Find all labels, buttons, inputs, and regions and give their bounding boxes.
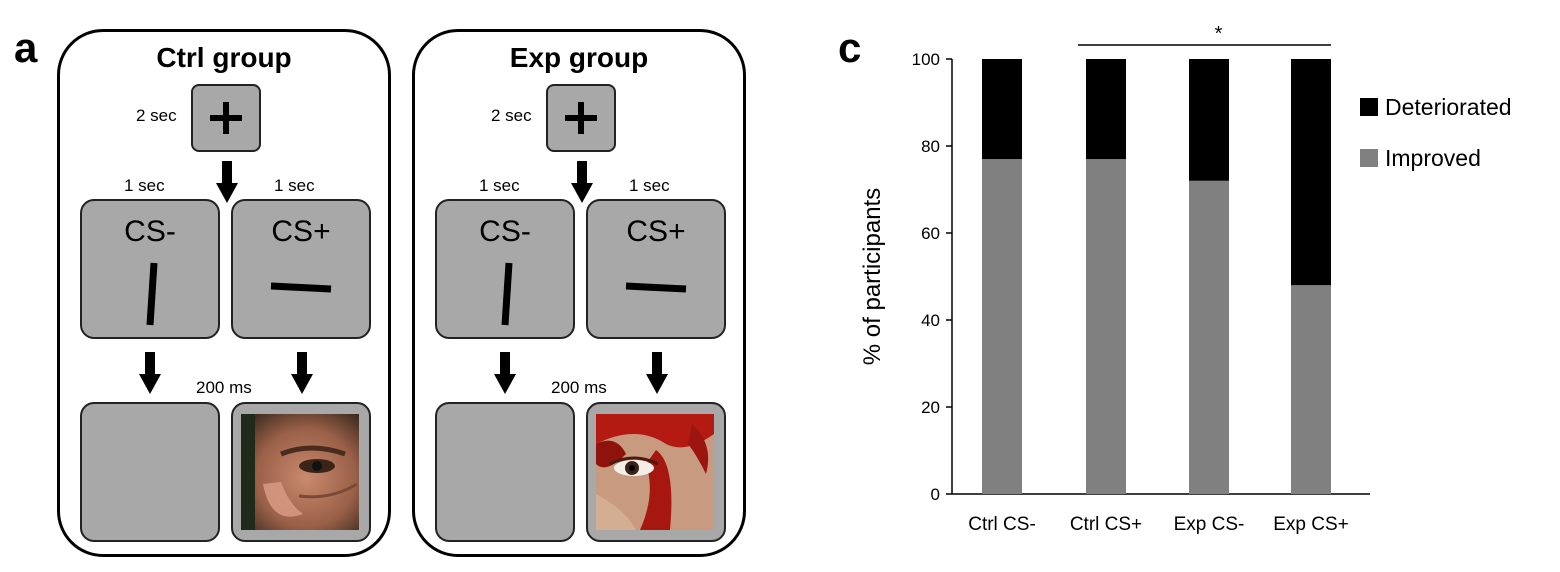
exp-group-panel: Exp group 2 sec 1 sec 1 sec CS- CS+ 200 … (412, 29, 746, 557)
ctrl-cs-minus-outcome-box (80, 402, 220, 542)
exp-cs-minus-box: CS- (435, 199, 575, 339)
ctrl-cs-plus-duration: 1 sec (274, 176, 315, 195)
ctrl-cs-minus-label: CS- (124, 215, 176, 248)
down-arrow-icon (571, 161, 593, 203)
horizontal-bar-icon (270, 282, 332, 293)
ctrl-cs-plus-outcome-box (231, 402, 371, 542)
panel-a-letter: a (14, 24, 38, 71)
bar-improved-ctrl-cs- (1086, 159, 1126, 495)
exp-cs-plus-outcome-box (586, 402, 726, 542)
x-tick-label: Exp CS- (1174, 514, 1245, 535)
bar-deteriorated-exp-cs- (1189, 59, 1229, 181)
horizontal-bar-icon (625, 282, 687, 293)
down-arrow-icon (291, 352, 313, 394)
vertical-bar-icon (501, 262, 513, 326)
legend-label-deteriorated: Deteriorated (1385, 94, 1512, 120)
down-arrow-icon (216, 161, 238, 203)
ctrl-cs-plus-label: CS+ (271, 215, 331, 248)
ctrl-cs-minus-box: CS- (80, 199, 220, 339)
fixation-cross-icon (565, 102, 597, 134)
y-tick-label: 20 (921, 398, 940, 417)
bar-improved-ctrl-cs- (982, 159, 1022, 495)
ctrl-fixation-box (191, 84, 261, 152)
ctrl-fixation-duration: 2 sec (136, 106, 177, 125)
y-tick-label: 80 (921, 137, 940, 156)
exp-cs-minus-label: CS- (479, 215, 531, 248)
exp-cs-minus-duration: 1 sec (479, 176, 520, 195)
down-arrow-icon (494, 352, 516, 394)
legend-swatch-deteriorated (1360, 98, 1378, 116)
ctrl-group-panel: Ctrl group 2 sec 1 sec 1 sec CS- CS+ 200… (57, 29, 391, 557)
exp-fixation-duration: 2 sec (491, 106, 532, 125)
y-tick-label: 60 (921, 224, 940, 243)
down-arrow-icon (139, 352, 161, 394)
bar-deteriorated-ctrl-cs- (982, 59, 1022, 160)
y-tick-label: 40 (921, 311, 940, 330)
stacked-bar-chart: 0 20 40 60 80 100 % of participants Ctrl CS- Ctr… (859, 23, 1512, 535)
y-axis-label: % of participants (859, 188, 886, 365)
exp-fixation-box (546, 84, 616, 152)
bar-improved-exp-cs- (1291, 285, 1331, 494)
bloody-face-image (596, 414, 714, 530)
exp-cs-plus-box: CS+ (586, 199, 726, 339)
fixation-cross-icon (210, 102, 242, 134)
ctrl-outcome-duration: 200 ms (196, 378, 252, 397)
down-arrow-icon (646, 352, 668, 394)
y-tick-label: 100 (912, 50, 940, 69)
neutral-face-photo (241, 414, 359, 530)
bloody-face-photo (596, 414, 714, 530)
bar-deteriorated-ctrl-cs- (1086, 59, 1126, 160)
ctrl-cs-minus-duration: 1 sec (124, 176, 165, 195)
panel-c-letter: c (838, 24, 862, 71)
exp-cs-plus-duration: 1 sec (629, 176, 670, 195)
x-tick-label: Ctrl CS+ (1070, 514, 1142, 535)
legend-swatch-improved (1360, 149, 1378, 167)
bar-deteriorated-exp-cs- (1291, 59, 1331, 286)
ctrl-group-title: Ctrl group (156, 42, 292, 73)
vertical-bar-icon (146, 262, 158, 326)
exp-outcome-duration: 200 ms (551, 378, 607, 397)
exp-cs-minus-outcome-box (435, 402, 575, 542)
legend-label-improved: Improved (1385, 145, 1481, 171)
y-tick-label: 0 (931, 485, 940, 504)
x-tick-label: Ctrl CS- (968, 514, 1036, 535)
neutral-face-image (241, 414, 359, 530)
ctrl-cs-plus-box: CS+ (231, 199, 371, 339)
bar-improved-exp-cs- (1189, 180, 1229, 495)
significance-star: * (1215, 23, 1223, 45)
exp-group-title: Exp group (509, 42, 649, 73)
x-tick-label: Exp CS+ (1273, 514, 1349, 535)
exp-cs-plus-label: CS+ (626, 215, 686, 248)
